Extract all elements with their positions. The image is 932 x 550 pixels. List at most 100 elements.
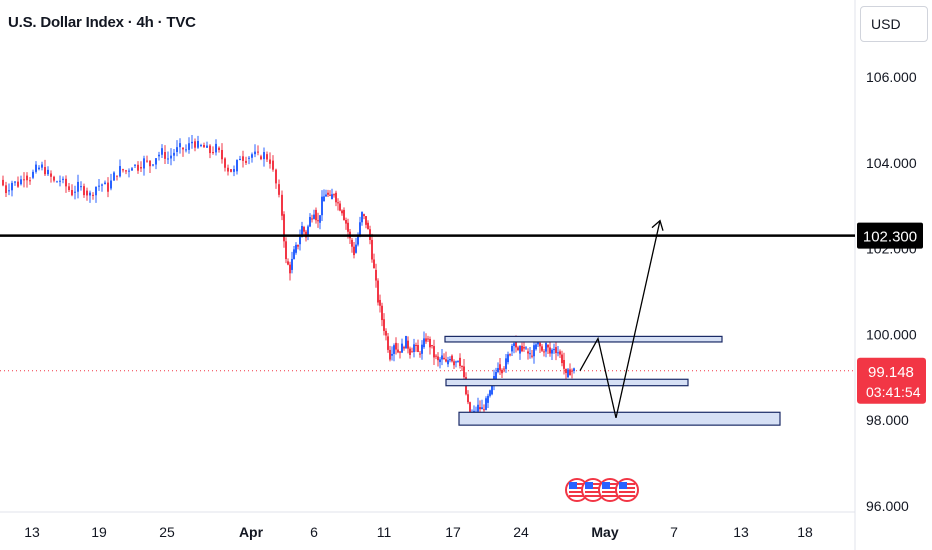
candle-body	[248, 157, 250, 159]
candle-body	[539, 342, 541, 347]
candle-body	[517, 347, 519, 351]
x-tick-label: 25	[159, 524, 175, 540]
candle-body	[116, 175, 118, 177]
candle-body	[293, 249, 295, 259]
candle-body	[549, 347, 551, 354]
candle-body	[191, 141, 193, 144]
candle-body	[140, 167, 142, 169]
candle-body	[333, 194, 335, 196]
candle-body	[92, 194, 94, 196]
candle-body	[8, 190, 10, 192]
candle-body	[559, 351, 561, 355]
candle-body	[134, 164, 136, 166]
lower-zone	[458, 411, 781, 426]
candle-body	[515, 338, 517, 348]
candle-body	[499, 364, 501, 370]
y-tick-label: 106.000	[866, 69, 917, 85]
candle-body	[299, 237, 301, 245]
candle-body	[56, 181, 58, 183]
x-tick-label: 24	[513, 524, 529, 540]
candle-body	[481, 407, 483, 410]
candle-body	[185, 149, 187, 151]
candle-body	[421, 344, 423, 354]
x-tick-label: May	[591, 524, 618, 540]
candle-body	[283, 214, 285, 242]
candle-body	[23, 179, 25, 181]
candle-body	[437, 356, 439, 361]
x-tick-label: 19	[91, 524, 107, 540]
candle-body	[203, 145, 205, 148]
candle-body	[83, 186, 85, 196]
candle-body	[158, 154, 160, 157]
candle-body	[278, 184, 280, 195]
candle-body	[269, 159, 271, 164]
candle-body	[457, 360, 459, 362]
candle-body	[505, 358, 507, 369]
candle-body	[80, 186, 82, 188]
candle-body	[443, 357, 445, 360]
candle-body	[194, 141, 196, 148]
candle-body	[439, 359, 441, 363]
candle-body	[74, 191, 76, 193]
candle-body	[263, 152, 265, 160]
candle-body	[405, 335, 407, 349]
candle-body	[487, 395, 489, 403]
candle-body	[242, 156, 244, 161]
candle-body	[77, 181, 79, 192]
candle-body	[319, 215, 321, 223]
candle-body	[399, 351, 401, 353]
candle-body	[565, 368, 567, 374]
x-tick-label: 18	[797, 524, 813, 540]
currency-button[interactable]: USD	[860, 6, 928, 42]
candle-body	[291, 258, 293, 270]
candle-body	[425, 338, 427, 342]
candle-body	[359, 222, 361, 236]
candle-body	[41, 164, 43, 168]
candle-body	[453, 361, 455, 366]
candle-body	[533, 345, 535, 357]
candle-body	[161, 148, 163, 155]
candle-body	[569, 369, 571, 376]
candle-body	[555, 347, 557, 354]
candle-body	[403, 347, 405, 349]
candle-body	[429, 338, 431, 348]
candle-body	[407, 340, 409, 349]
candle-body	[209, 145, 211, 154]
candle-body	[110, 180, 112, 189]
candle-body	[329, 194, 331, 196]
candle-body	[345, 219, 347, 224]
candle-body	[525, 347, 527, 349]
candle-body	[527, 351, 529, 354]
price-badge-value: 99.148	[868, 364, 914, 381]
us-flag-event-icon[interactable]	[615, 478, 639, 502]
candle-body	[347, 222, 349, 232]
candle-body	[409, 348, 411, 355]
candle-body	[266, 154, 268, 160]
candle-body	[501, 369, 503, 374]
candle-body	[341, 210, 343, 214]
candle-body	[435, 355, 437, 357]
candle-body	[387, 336, 389, 350]
candle-body	[307, 226, 309, 236]
candle-body	[415, 344, 417, 346]
candle-body	[275, 169, 277, 184]
candle-body	[535, 344, 537, 350]
candle-body	[381, 305, 383, 321]
candle-body	[331, 194, 333, 200]
candle-body	[447, 360, 449, 365]
candle-body	[176, 147, 178, 153]
candle-body	[377, 280, 379, 303]
candle-body	[325, 194, 327, 197]
candle-body	[397, 349, 399, 353]
candle-body	[391, 353, 393, 356]
x-tick-label: Apr	[239, 524, 264, 540]
upper-zone	[444, 335, 723, 343]
candle-body	[479, 407, 481, 410]
candle-body	[551, 349, 553, 354]
price-badge-countdown: 03:41:54	[866, 384, 921, 400]
candle-body	[71, 190, 73, 196]
candle-body	[379, 299, 381, 306]
candle-body	[401, 343, 403, 353]
